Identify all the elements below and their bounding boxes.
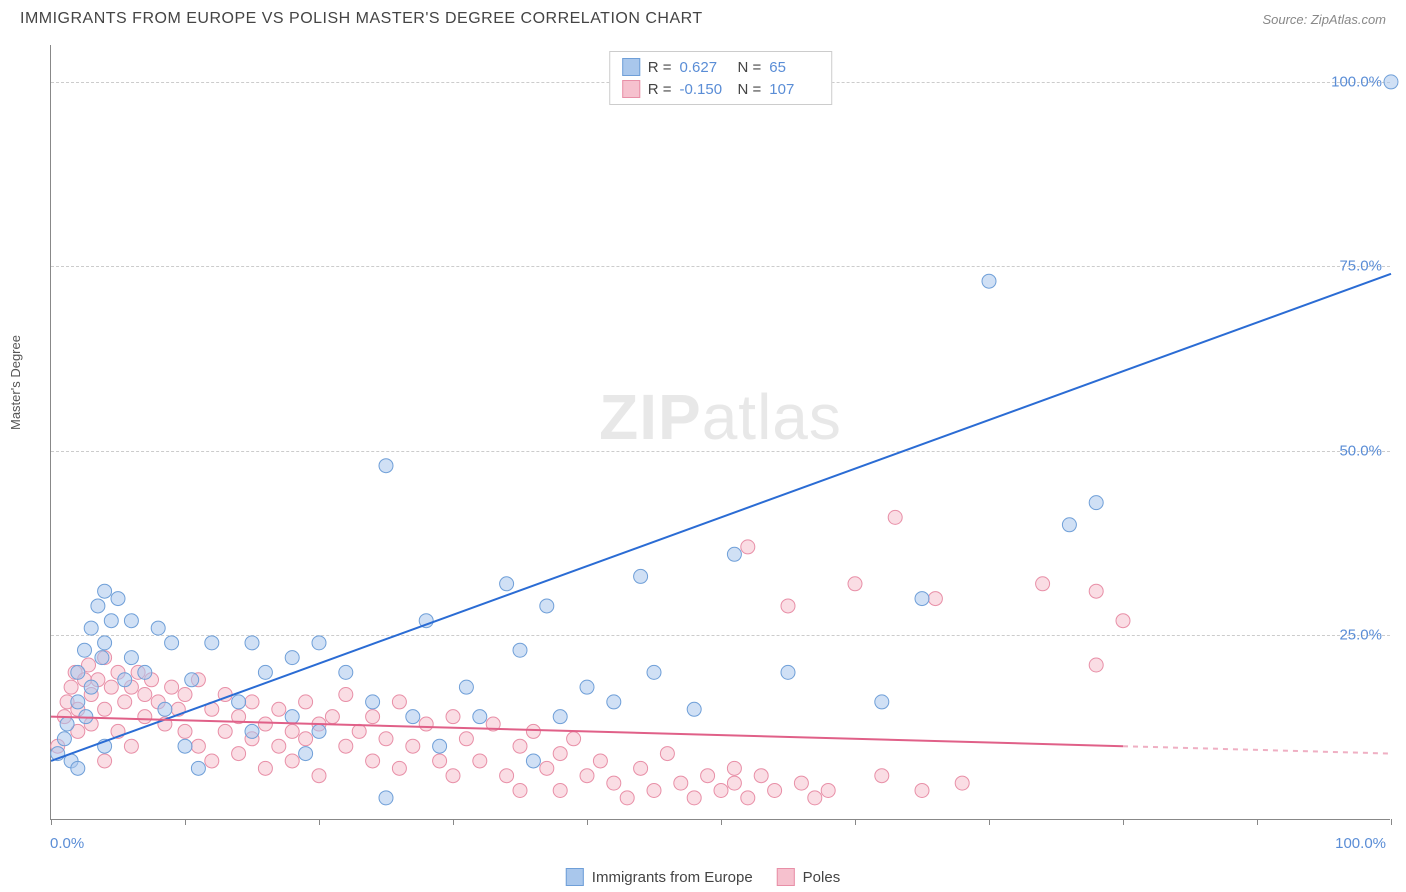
chart-title: IMMIGRANTS FROM EUROPE VS POLISH MASTER'… bbox=[20, 10, 703, 28]
legend-n-label: N = bbox=[738, 81, 762, 98]
x-axis-min-label: 0.0% bbox=[50, 835, 84, 852]
legend-n-value: 107 bbox=[769, 81, 819, 98]
plot-svg bbox=[51, 45, 1390, 819]
legend-row-series-2: R = -0.150 N = 107 bbox=[622, 78, 820, 100]
y-tick-label: 100.0% bbox=[1331, 73, 1382, 90]
legend-item-series-1: Immigrants from Europe bbox=[566, 868, 753, 886]
y-tick-label: 50.0% bbox=[1339, 442, 1382, 459]
legend-swatch-icon bbox=[622, 80, 640, 98]
legend-r-value: -0.150 bbox=[680, 81, 730, 98]
source-label: Source: ZipAtlas.com bbox=[1262, 12, 1386, 27]
legend-swatch-icon bbox=[622, 58, 640, 76]
legend-item-label: Poles bbox=[803, 869, 841, 886]
legend-item-label: Immigrants from Europe bbox=[592, 869, 753, 886]
legend-r-label: R = bbox=[648, 59, 672, 76]
legend-row-series-1: R = 0.627 N = 65 bbox=[622, 56, 820, 78]
legend-swatch-icon bbox=[777, 868, 795, 886]
series-legend: Immigrants from Europe Poles bbox=[566, 868, 840, 886]
y-tick-label: 75.0% bbox=[1339, 258, 1382, 275]
legend-n-value: 65 bbox=[769, 59, 819, 76]
legend-swatch-icon bbox=[566, 868, 584, 886]
legend-n-label: N = bbox=[738, 59, 762, 76]
x-axis-max-label: 100.0% bbox=[1335, 835, 1386, 852]
chart-plot-area: ZIPatlas R = 0.627 N = 65 R = -0.150 N =… bbox=[50, 45, 1390, 820]
y-tick-label: 25.0% bbox=[1339, 627, 1382, 644]
legend-item-series-2: Poles bbox=[777, 868, 841, 886]
y-axis-label: Master's Degree bbox=[8, 335, 23, 430]
correlation-legend: R = 0.627 N = 65 R = -0.150 N = 107 bbox=[609, 51, 833, 105]
legend-r-label: R = bbox=[648, 81, 672, 98]
legend-r-value: 0.627 bbox=[680, 59, 730, 76]
